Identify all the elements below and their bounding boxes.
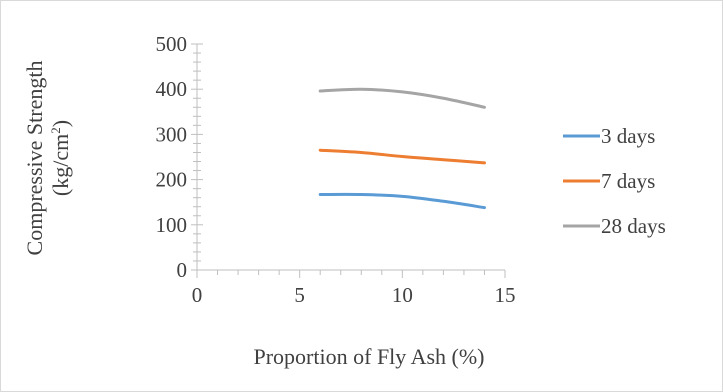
x-tick-label: 15	[495, 283, 516, 307]
y-tick-label: 200	[156, 168, 188, 192]
legend-label: 3 days	[601, 124, 655, 148]
legend-label: 7 days	[601, 169, 655, 193]
series-line-7-days	[318, 148, 486, 165]
x-axis-title: Proportion of Fly Ash (%)	[254, 344, 485, 369]
legend: 3 days 7 days 28 days	[563, 124, 666, 238]
y-axis-title-line2: (kg/cm2)	[48, 120, 73, 196]
axes: 0 100 200 300 400 500 0 5 10 15	[156, 32, 516, 307]
series-lines	[318, 87, 486, 210]
y-tick-label: 300	[156, 122, 188, 146]
series-line-3-days	[318, 192, 486, 210]
y-axis-title: Compressive Strength (kg/cm2)	[22, 61, 73, 256]
series-line-28-days	[318, 87, 486, 109]
x-tick-label: 5	[294, 283, 305, 307]
legend-label: 28 days	[601, 214, 666, 238]
x-tick-label: 10	[392, 283, 413, 307]
y-tick-label: 0	[177, 258, 188, 282]
y-tick-label: 500	[156, 32, 188, 56]
x-tick-label: 0	[192, 283, 203, 307]
y-tick-label: 100	[156, 213, 188, 237]
y-axis-title-line1: Compressive Strength	[22, 61, 47, 256]
y-tick-label: 400	[156, 77, 188, 101]
